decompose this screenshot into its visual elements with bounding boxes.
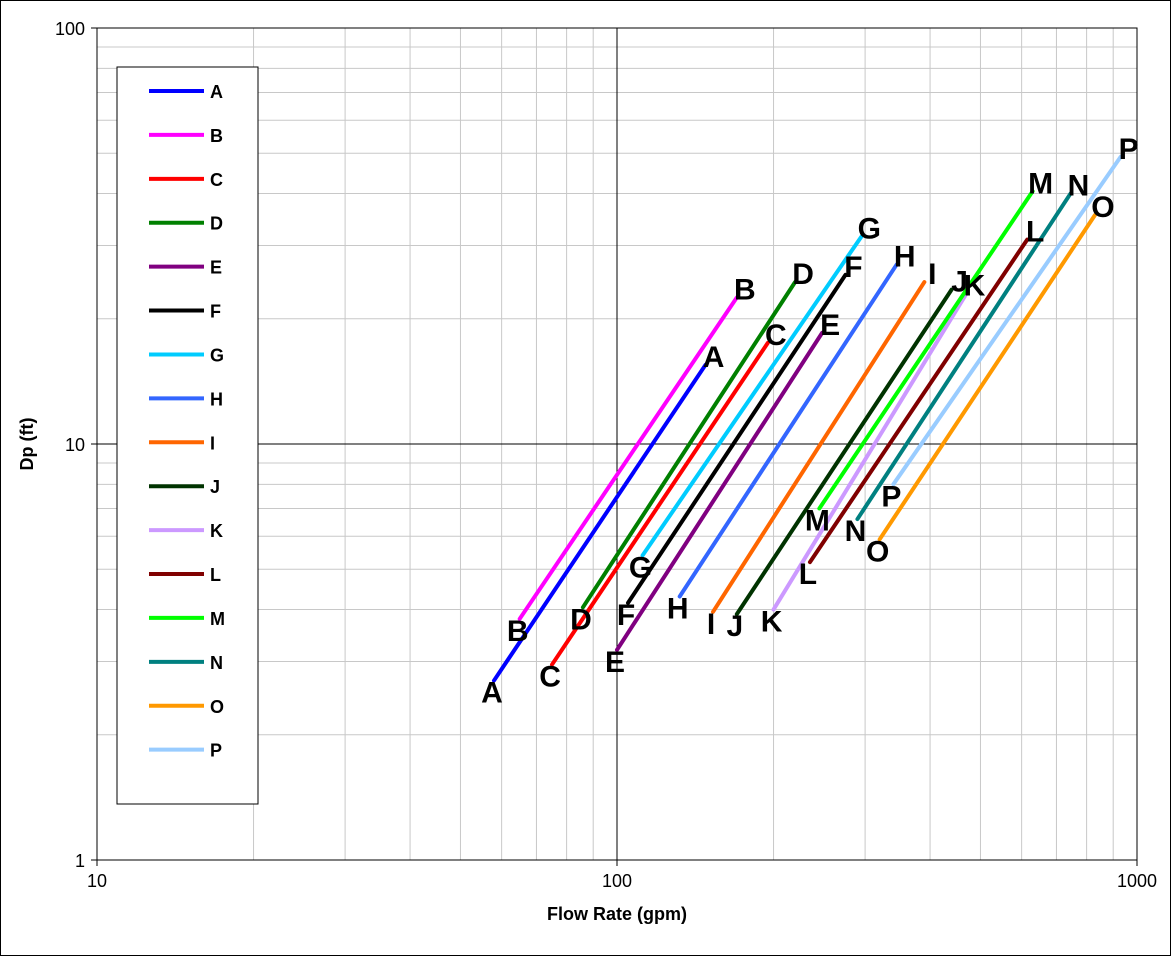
series-end-label: M: [1028, 167, 1053, 200]
y-tick-label: 1: [75, 851, 85, 871]
series-line-b: [517, 295, 739, 621]
legend-label-j: J: [210, 477, 220, 497]
legend: A B C D E F G H I J K L M N O P: [116, 66, 259, 805]
series-line-d: [580, 280, 798, 610]
x-tick-label: 1000: [1117, 871, 1157, 891]
series-line-e: [615, 330, 825, 652]
series-lines: [491, 154, 1123, 683]
series-line-f: [626, 272, 848, 605]
series-start-label: C: [539, 661, 561, 694]
series-end-label: H: [894, 241, 916, 274]
series-end-label: E: [820, 309, 840, 342]
series-start-label: H: [667, 592, 689, 625]
series-end-label: G: [858, 213, 881, 246]
series-line-l: [807, 237, 1030, 565]
legend-label-o: O: [210, 697, 224, 717]
series-end-label: F: [844, 251, 862, 284]
legend-label-l: L: [210, 565, 221, 585]
series-line-i: [711, 280, 927, 614]
series-end-label: P: [1119, 133, 1139, 166]
x-tick-label: 10: [87, 871, 107, 891]
series-line-n: [855, 191, 1073, 522]
series-line-j: [734, 287, 954, 617]
series-start-label: P: [881, 480, 901, 513]
series-start-label: K: [761, 606, 783, 639]
x-tick-label: 100: [602, 871, 632, 891]
series-end-label: O: [1091, 191, 1114, 224]
legend-label-a: A: [210, 82, 223, 102]
series-start-label: I: [707, 608, 715, 641]
x-axis-title: Flow Rate (gpm): [547, 904, 687, 924]
legend-label-d: D: [210, 214, 223, 234]
legend-label-e: E: [210, 258, 222, 278]
legend-label-n: N: [210, 653, 223, 673]
series-start-label: B: [507, 615, 529, 648]
series-end-label: N: [1068, 170, 1090, 203]
legend-label-f: F: [210, 302, 221, 322]
y-axis-title: Dp (ft): [17, 418, 37, 471]
legend-label-c: C: [210, 170, 223, 190]
series-start-label: N: [845, 515, 867, 548]
series-line-c: [550, 340, 770, 667]
legend-label-p: P: [210, 741, 222, 761]
series-line-a: [491, 362, 708, 683]
series-end-label: D: [792, 258, 814, 291]
legend-label-i: I: [210, 433, 215, 453]
legend-box: [116, 66, 259, 805]
series-line-m: [817, 189, 1035, 511]
series-start-label: F: [617, 599, 635, 632]
legend-label-m: M: [210, 609, 225, 629]
series-end-label: L: [1026, 216, 1044, 249]
series-end-label: I: [928, 258, 936, 291]
series-end-label: B: [734, 273, 756, 306]
legend-label-g: G: [210, 345, 224, 365]
series-line-o: [877, 213, 1097, 542]
series-line-h: [677, 262, 899, 599]
series-line-p: [891, 154, 1123, 487]
series-start-label: L: [799, 558, 817, 591]
legend-label-h: H: [210, 389, 223, 409]
series-start-label: E: [605, 646, 625, 679]
series-start-label: A: [481, 677, 503, 710]
series-start-label: G: [629, 551, 652, 584]
y-tick-label: 100: [55, 19, 85, 39]
series-end-label: J: [951, 266, 968, 299]
legend-label-b: B: [210, 126, 223, 146]
series-end-label: K: [964, 270, 986, 303]
series-start-label: M: [805, 504, 830, 537]
series-end-label: C: [765, 319, 787, 352]
series-start-label: O: [866, 535, 889, 568]
series-line-k: [771, 291, 969, 612]
y-tick-label: 10: [65, 435, 85, 455]
series-end-label: A: [703, 341, 725, 374]
series-start-label: J: [726, 610, 743, 643]
legend-label-k: K: [210, 521, 223, 541]
series-start-label: D: [570, 603, 592, 636]
series-line-g: [640, 234, 864, 558]
